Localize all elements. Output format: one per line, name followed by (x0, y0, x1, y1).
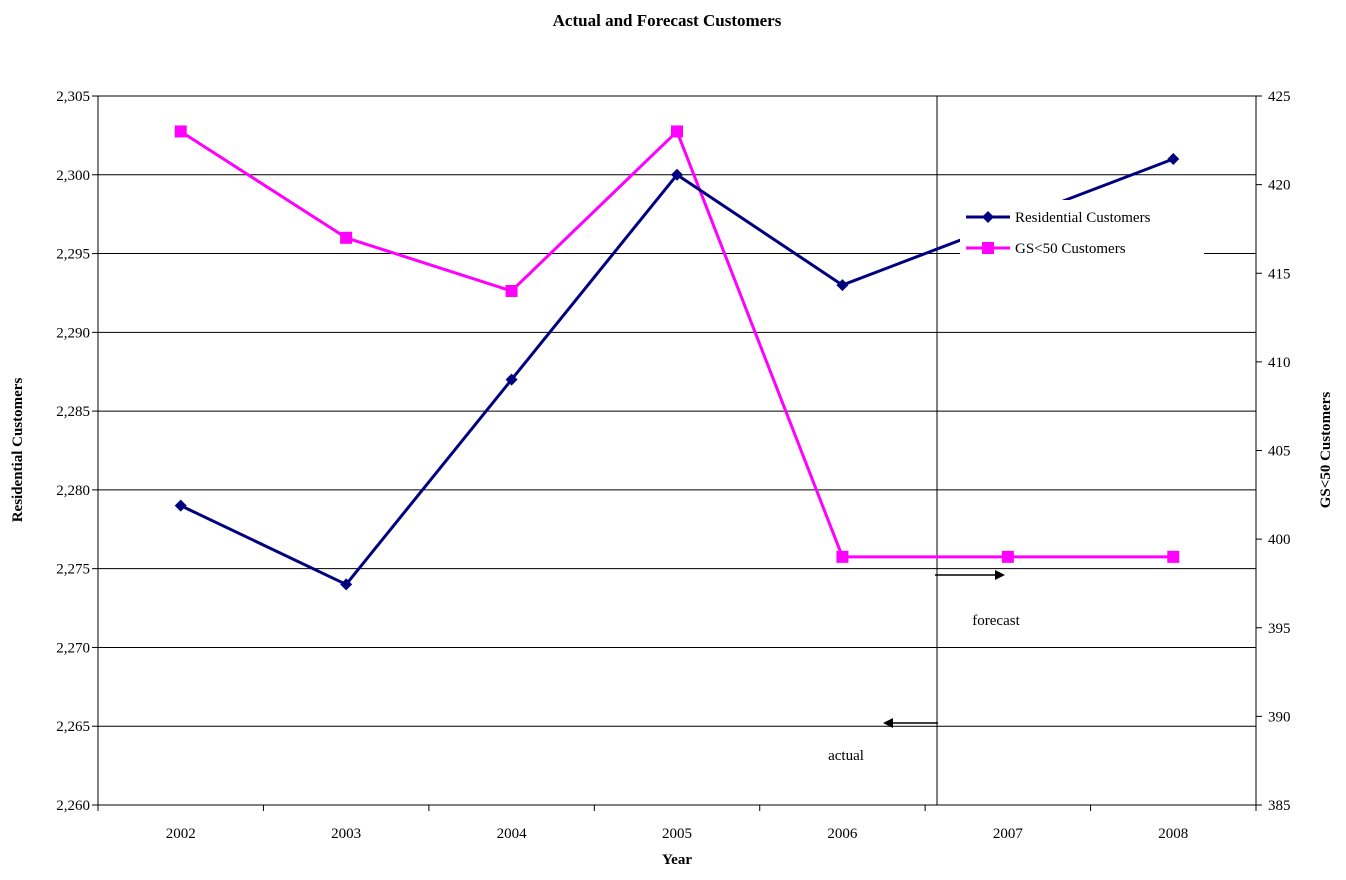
chart-title: Actual and Forecast Customers (553, 11, 782, 30)
actual-label: actual (828, 748, 864, 764)
forecast-label: forecast (972, 613, 1020, 629)
data-point-gs50-2007 (1001, 550, 1014, 563)
data-point-gs50-2004 (505, 284, 518, 297)
forecast-arrowhead (995, 570, 1005, 580)
series-line-gs50 (179, 129, 1174, 559)
y-right-tick-label-7: 420 (1268, 178, 1291, 194)
legend-marker-residential (982, 211, 994, 223)
legend-label-residential: Residential Customers (1015, 210, 1151, 226)
legend-label-gs50: GS<50 Customers (1015, 241, 1126, 257)
y-axis-right: 385 390 395 400 405 410 415 420 425 (1256, 89, 1291, 814)
x-axis: 2002 2003 2004 2005 2006 2007 2008 (97, 805, 1257, 842)
y-axis-left-title: Residential Customers (10, 378, 26, 523)
y-left-tick-label-8: 2,300 (56, 168, 90, 184)
data-point-gs50-2002 (174, 125, 187, 138)
y-right-tick-label-4: 405 (1268, 444, 1291, 460)
y-left-tick-label-7: 2,295 (56, 247, 90, 263)
y-right-tick-label-8: 425 (1268, 89, 1291, 105)
y-right-tick-label-2: 395 (1268, 621, 1291, 637)
x-tick-label-2002: 2002 (166, 826, 196, 842)
x-tick-label-2007: 2007 (993, 826, 1024, 842)
legend: Residential Customers GS<50 Customers (960, 200, 1204, 262)
x-tick-label-2008: 2008 (1158, 826, 1188, 842)
legend-marker-gs50 (982, 242, 994, 254)
data-point-gs50-2003 (340, 231, 353, 244)
y-right-tick-label-6: 415 (1268, 266, 1291, 282)
y-axis-right-title: GS<50 Customers (1318, 392, 1334, 509)
y-left-tick-label-0: 2,260 (56, 798, 90, 814)
x-tick-label-2005: 2005 (662, 826, 692, 842)
y-left-tick-label-3: 2,275 (56, 562, 90, 578)
x-tick-label-2003: 2003 (331, 826, 361, 842)
data-point-gs50-2005 (671, 125, 683, 138)
data-point-residential-2005 (671, 168, 683, 181)
data-point-gs50-2006 (836, 550, 849, 563)
y-right-tick-label-3: 400 (1268, 532, 1291, 548)
y-axis-left: 2,260 2,265 2,270 2,275 2,280 2,285 2,290 2,295… (56, 89, 98, 814)
y-right-tick-label-0: 385 (1268, 798, 1291, 814)
data-point-residential-2006 (836, 279, 849, 292)
y-left-tick-label-9: 2,305 (56, 89, 90, 105)
x-axis-title: Year (662, 852, 692, 868)
data-point-residential-2008 (1167, 153, 1180, 166)
y-left-tick-label-1: 2,265 (56, 719, 90, 735)
legend-box (960, 200, 1204, 262)
x-tick-label-2004: 2004 (497, 826, 528, 842)
y-right-tick-label-5: 410 (1268, 355, 1291, 371)
y-left-tick-label-5: 2,285 (56, 404, 90, 420)
y-left-tick-label-4: 2,280 (56, 483, 90, 499)
data-point-residential-2003 (340, 578, 353, 591)
series-layer (174, 125, 1180, 591)
data-point-residential-2002 (174, 499, 187, 512)
data-point-residential-2004 (505, 373, 518, 386)
x-tick-label-2006: 2006 (827, 826, 858, 842)
actual-arrowhead (883, 718, 893, 728)
y-right-tick-label-1: 390 (1268, 709, 1291, 725)
y-left-tick-label-6: 2,290 (56, 325, 90, 341)
y-left-tick-label-2: 2,270 (56, 640, 90, 656)
data-point-gs50-2008 (1167, 550, 1180, 563)
